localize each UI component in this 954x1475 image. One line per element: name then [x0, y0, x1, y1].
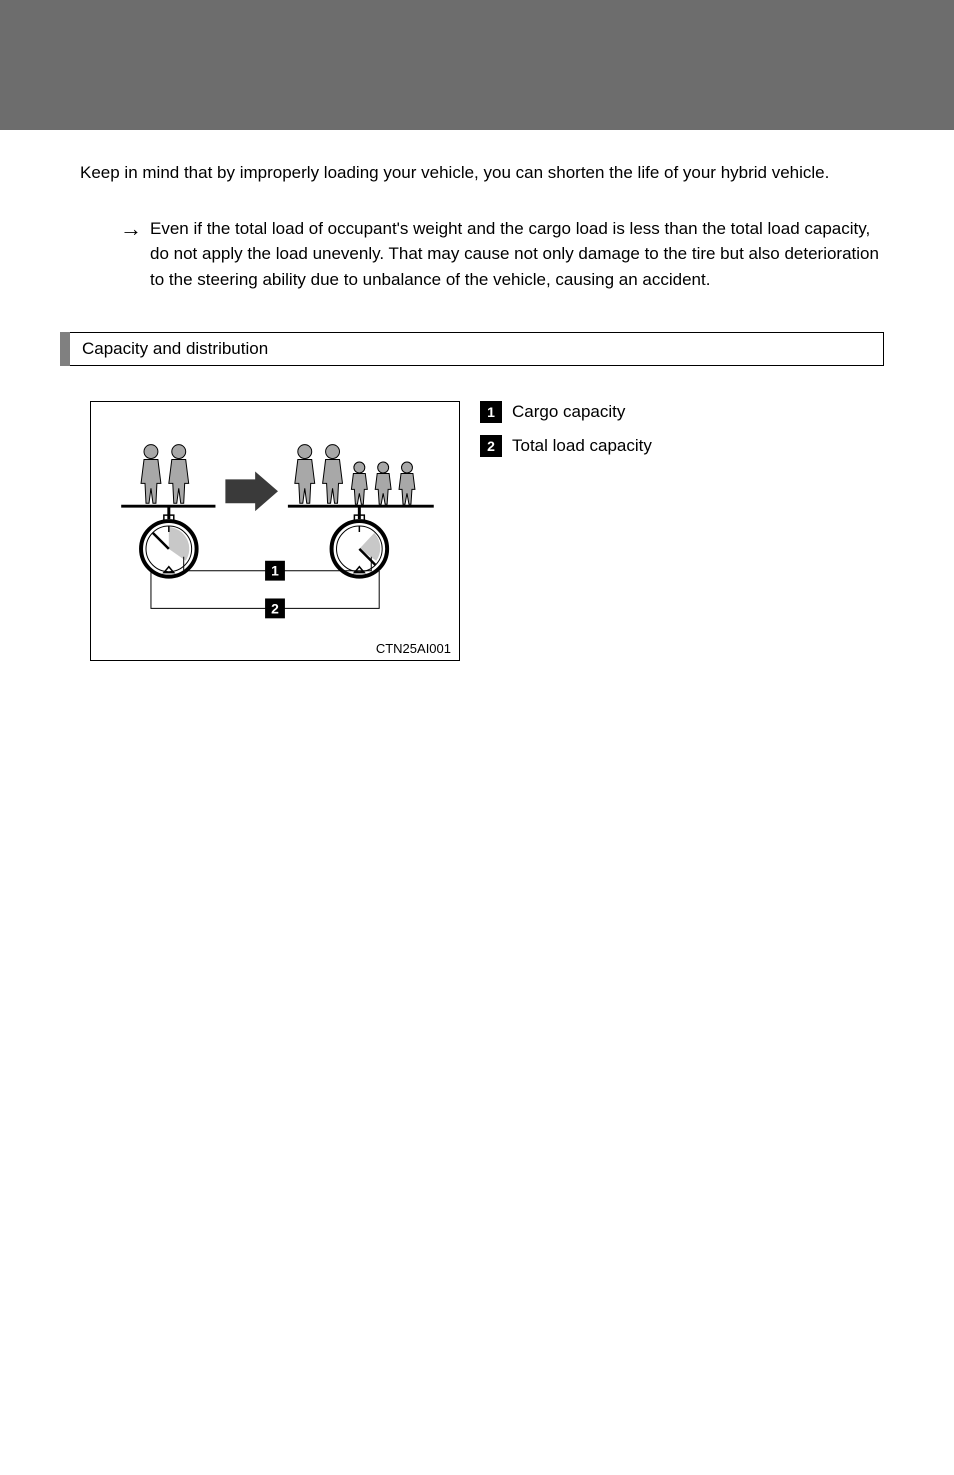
left-group: [121, 445, 215, 577]
legend-label-1: Cargo capacity: [512, 402, 625, 422]
legend-num-1: 1: [480, 401, 502, 423]
legend-item: 2 Total load capacity: [480, 435, 652, 457]
header-band: [0, 0, 954, 130]
section-heading-bar: Capacity and distribution: [60, 332, 884, 366]
arrow-note-text: Even if the total load of occupant's wei…: [150, 216, 884, 293]
arrow-note-row: → Even if the total load of occupant's w…: [120, 216, 884, 293]
page-content: Keep in mind that by improperly loading …: [0, 130, 954, 661]
legend-label-2: Total load capacity: [512, 436, 652, 456]
right-group: [288, 445, 434, 577]
svg-text:2: 2: [271, 600, 279, 616]
legend-num-2: 2: [480, 435, 502, 457]
figure-svg: 1 2: [91, 402, 459, 660]
intro-paragraph: Keep in mind that by improperly loading …: [80, 160, 884, 186]
figure-box: 1 2 CTN25AI001: [90, 401, 460, 661]
arrow-icon: →: [120, 216, 142, 242]
figure-caption: CTN25AI001: [376, 641, 451, 656]
svg-text:1: 1: [271, 563, 279, 579]
figure-row: 1 2 CTN25AI001 1 Cargo capacity 2 Total …: [90, 401, 884, 661]
section-bar-accent: [60, 332, 70, 366]
big-arrow-icon: [225, 471, 278, 511]
legend: 1 Cargo capacity 2 Total load capacity: [480, 401, 652, 469]
section-title: Capacity and distribution: [70, 332, 884, 366]
legend-item: 1 Cargo capacity: [480, 401, 652, 423]
